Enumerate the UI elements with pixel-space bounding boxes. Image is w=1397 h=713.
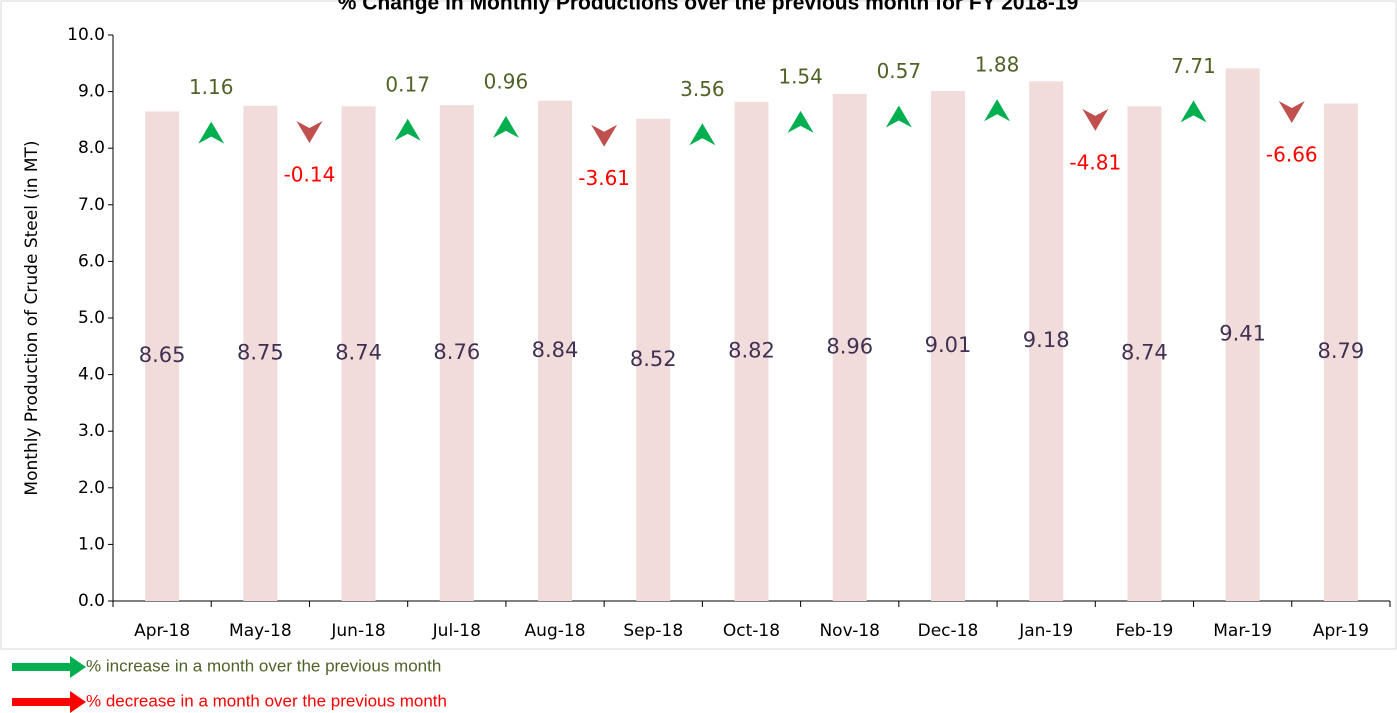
chart-title: % Change in Monthly Productions over the… xyxy=(338,0,1079,15)
y-tick-label: 6.0 xyxy=(78,251,105,271)
x-tick-label: May-18 xyxy=(229,621,292,641)
x-tick-label: Nov-18 xyxy=(819,621,880,641)
data-label: 9.41 xyxy=(1219,322,1266,346)
bar xyxy=(341,106,376,601)
y-tick-label: 7.0 xyxy=(78,195,105,215)
data-label: 8.82 xyxy=(728,338,775,362)
bar xyxy=(636,118,671,601)
bar xyxy=(439,105,474,602)
change-label: 3.56 xyxy=(680,77,725,101)
x-tick-label: Apr-18 xyxy=(134,621,190,641)
bar xyxy=(1127,106,1162,601)
data-label: 9.18 xyxy=(1023,328,1070,352)
increase-arrow xyxy=(394,118,421,141)
x-tick-label: Mar-19 xyxy=(1213,621,1272,641)
y-tick-label: 10.0 xyxy=(67,25,105,45)
data-label: 9.01 xyxy=(925,333,972,357)
y-tick-label: 4.0 xyxy=(78,365,105,385)
x-tick-label: Jun-18 xyxy=(330,621,385,641)
bar xyxy=(734,101,769,602)
change-label: -0.14 xyxy=(284,163,336,187)
y-tick-label: 1.0 xyxy=(78,534,105,554)
data-label: 8.65 xyxy=(139,343,186,367)
bar xyxy=(1225,68,1260,602)
chart-frame xyxy=(0,0,1397,650)
data-label: 8.84 xyxy=(532,338,579,362)
change-label: 1.88 xyxy=(975,53,1020,77)
y-tick-label: 2.0 xyxy=(78,478,105,498)
legend-increase-arrow xyxy=(12,656,86,678)
data-label: 8.79 xyxy=(1318,339,1365,363)
change-label: -3.61 xyxy=(578,166,630,190)
x-tick-label: Feb-19 xyxy=(1115,621,1173,641)
change-label: 0.57 xyxy=(877,59,922,83)
change-label: 1.16 xyxy=(189,75,234,99)
x-tick-label: Oct-18 xyxy=(723,621,780,641)
x-tick-label: Apr-19 xyxy=(1313,621,1369,641)
legend-increase-text: % increase in a month over the previous … xyxy=(86,656,441,675)
bar xyxy=(243,105,278,601)
increase-arrow xyxy=(885,105,912,128)
data-label: 8.96 xyxy=(826,334,873,358)
x-tick-label: Jul-18 xyxy=(432,621,481,641)
decrease-arrow xyxy=(591,124,618,147)
change-label: 0.17 xyxy=(385,72,430,96)
increase-arrow xyxy=(1180,100,1207,123)
y-tick-label: 3.0 xyxy=(78,421,105,441)
increase-arrow xyxy=(787,110,814,133)
change-label: 0.96 xyxy=(484,69,529,93)
bar xyxy=(832,93,867,601)
y-tick-label: 5.0 xyxy=(78,308,105,328)
legend-decrease-text: % decrease in a month over the previous … xyxy=(86,691,447,710)
bar xyxy=(145,111,180,601)
change-label: -4.81 xyxy=(1069,150,1121,174)
legend-decrease-arrow xyxy=(12,691,86,713)
y-tick-label: 8.0 xyxy=(78,138,105,158)
x-tick-label: Jan-19 xyxy=(1018,621,1073,641)
y-tick-label: 9.0 xyxy=(78,82,105,102)
increase-arrow xyxy=(689,123,716,146)
increase-arrow xyxy=(492,115,519,138)
decrease-arrow xyxy=(1278,100,1305,123)
data-label: 8.74 xyxy=(1121,341,1168,365)
y-tick-label: 0.0 xyxy=(78,591,105,611)
data-label: 8.74 xyxy=(335,341,382,365)
decrease-arrow xyxy=(1082,108,1109,131)
data-label: 8.75 xyxy=(237,340,284,364)
change-label: -6.66 xyxy=(1266,142,1318,166)
bar xyxy=(1029,81,1064,602)
y-axis-label: Monthly Production of Crude Steel (in MT… xyxy=(22,140,42,495)
decrease-arrow xyxy=(296,121,323,144)
x-tick-label: Aug-18 xyxy=(525,621,586,641)
change-label: 7.71 xyxy=(1171,54,1216,78)
x-tick-label: Sep-18 xyxy=(623,621,683,641)
increase-arrow xyxy=(984,99,1011,122)
bar xyxy=(930,91,965,601)
increase-arrow xyxy=(198,121,225,144)
data-label: 8.76 xyxy=(433,340,480,364)
data-label: 8.52 xyxy=(630,347,677,371)
x-tick-label: Dec-18 xyxy=(918,621,979,641)
bar xyxy=(538,100,573,601)
change-label: 1.54 xyxy=(778,64,823,88)
bar xyxy=(1323,103,1358,602)
